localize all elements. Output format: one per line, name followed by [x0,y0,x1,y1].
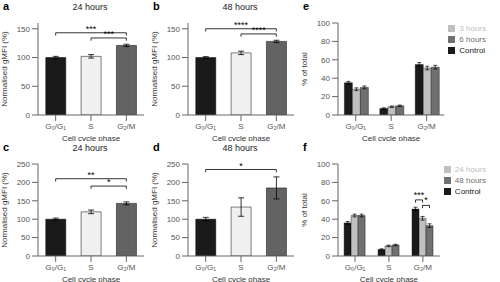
svg-text:S: S [88,263,93,272]
html-text:e: e [303,0,310,12]
svg-text:60: 60 [321,56,330,65]
svg-text:80: 80 [321,178,330,187]
svg-text:100: 100 [317,160,331,169]
svg-text:Normalised gMFI (%): Normalised gMFI (%) [150,31,159,107]
svg-text:Cell cycle phase: Cell cycle phase [362,134,421,141]
svg-text:Normalised gMFI (%): Normalised gMFI (%) [8,172,9,248]
svg-text:100: 100 [167,215,181,224]
svg-text:100: 100 [17,53,31,62]
svg-text:S: S [238,122,243,131]
svg-text:****: **** [252,25,267,35]
svg-text:50: 50 [171,233,180,242]
svg-text:150: 150 [17,25,31,34]
html-text:24 hours: 24 hours [72,143,108,153]
svg-text:G₂/M: G₂/M [267,122,286,131]
html-text:48 hours: 48 hours [222,2,258,12]
svg-text:50: 50 [21,82,30,91]
svg-text:G₀/G₁: G₀/G₁ [45,122,66,131]
html-text:Control: Control [459,46,486,55]
svg-text:200: 200 [17,178,31,187]
svg-text:G₂/M: G₂/M [117,122,136,131]
svg-text:S: S [386,263,391,272]
html-text:d: d [153,141,160,153]
svg-text:S: S [388,122,393,131]
svg-text:150: 150 [17,197,31,206]
svg-text:0: 0 [26,111,31,120]
svg-text:250: 250 [17,160,31,169]
svg-text:*: * [424,195,428,205]
html-text:48 hours: 48 hours [222,143,258,153]
svg-text:**: ** [87,170,95,180]
svg-text:200: 200 [167,178,181,187]
svg-text:0: 0 [176,252,181,261]
svg-text:40: 40 [321,215,330,224]
svg-text:Cell cycle phase: Cell cycle phase [62,134,121,141]
svg-text:20: 20 [321,233,330,242]
svg-text:150: 150 [167,197,181,206]
html-text:6 hours: 6 hours [459,35,486,44]
svg-text:G₀/G₁: G₀/G₁ [195,263,216,272]
html-text:Control: Control [454,187,481,196]
svg-text:***: *** [86,24,97,34]
svg-text:% of total: % of total [300,193,309,227]
svg-text:***: *** [414,190,425,200]
svg-text:50: 50 [171,82,180,91]
svg-text:G₀/G₁: G₀/G₁ [345,122,366,131]
svg-text:***: *** [103,29,114,39]
svg-text:Normalised gMFI (%): Normalised gMFI (%) [150,172,159,248]
html-text:f: f [303,141,307,153]
svg-text:40: 40 [321,74,330,83]
svg-text:G₂/M: G₂/M [267,263,286,272]
svg-text:G₂/M: G₂/M [414,263,433,272]
svg-text:100: 100 [17,215,31,224]
svg-text:50: 50 [21,233,30,242]
svg-text:100: 100 [167,53,181,62]
svg-text:0: 0 [176,111,181,120]
svg-text:0: 0 [26,252,31,261]
svg-text:Cell cycle phase: Cell cycle phase [212,134,271,141]
svg-text:20: 20 [321,92,330,101]
svg-text:150: 150 [167,25,181,34]
svg-text:0: 0 [326,111,331,120]
svg-text:0: 0 [326,252,331,261]
svg-text:Cell cycle phase: Cell cycle phase [62,275,121,282]
html-text:c: c [3,141,10,153]
html-text:b: b [153,0,160,12]
svg-text:80: 80 [321,37,330,46]
svg-text:60: 60 [321,197,330,206]
svg-text:100: 100 [317,19,331,28]
svg-text:Cell cycle phase: Cell cycle phase [212,275,271,282]
svg-text:G₂/M: G₂/M [117,263,136,272]
svg-text:G₀/G₁: G₀/G₁ [345,263,366,272]
html-text:a: a [3,0,10,12]
html-text:24 hours: 24 hours [72,2,108,12]
svg-text:G₀/G₁: G₀/G₁ [45,263,66,272]
svg-text:% of total: % of total [300,52,309,86]
svg-text:Cell cycle phase: Cell cycle phase [360,275,419,282]
svg-text:****: **** [234,20,249,30]
html-text:48 hours: 48 hours [454,176,486,185]
svg-text:250: 250 [167,160,181,169]
svg-text:Normalised gMFI (%): Normalised gMFI (%) [8,31,9,107]
svg-text:*: * [239,161,243,171]
html-text:24 hours: 24 hours [454,165,486,174]
svg-text:S: S [238,263,243,272]
svg-text:*: * [107,177,111,187]
svg-text:G₀/G₁: G₀/G₁ [195,122,216,131]
html-text:3 hours: 3 hours [459,24,486,33]
svg-text:G₂/M: G₂/M [417,122,436,131]
svg-text:S: S [88,122,93,131]
